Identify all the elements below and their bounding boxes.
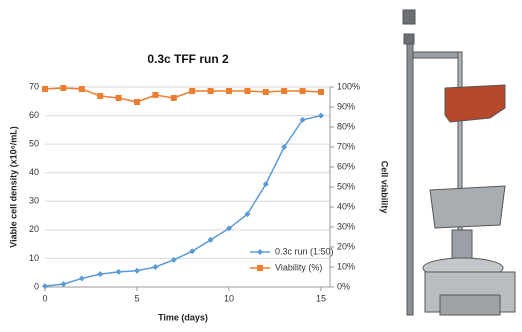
data-point [281, 88, 287, 94]
page: {"chart_data": {"type": "line", "title":… [0, 0, 522, 327]
y2-tick-label: 0% [337, 281, 350, 291]
legend-marker [257, 249, 263, 255]
y2-tick-label: 100% [337, 81, 360, 91]
data-point [318, 113, 324, 119]
data-point [42, 86, 48, 92]
data-point [116, 95, 122, 101]
data-point [97, 271, 103, 277]
legend-label: 0.3c run (1:50) [275, 246, 334, 256]
y-tick-label: 10 [29, 253, 39, 263]
series-line [45, 88, 321, 102]
x-axis-label: Time (days) [158, 312, 208, 322]
data-point [171, 95, 177, 101]
x-tick-label: 0 [42, 293, 47, 303]
y2-tick-label: 90% [337, 101, 355, 111]
data-point [134, 268, 140, 274]
y2-tick-label: 60% [337, 161, 355, 171]
data-point [116, 269, 122, 275]
y2-tick-label: 80% [337, 121, 355, 131]
data-point [244, 88, 250, 94]
y-tick-label: 70 [29, 81, 39, 91]
y-axis-label: Viable cell density (x10⁶/mL) [8, 126, 18, 248]
data-point [208, 88, 214, 94]
data-point [97, 93, 103, 99]
chart-title: 0.3c TFF run 2 [147, 52, 229, 66]
data-point [226, 88, 232, 94]
data-point [79, 86, 85, 92]
legend-marker [257, 265, 263, 271]
y-tick-label: 30 [29, 196, 39, 206]
data-point [171, 257, 177, 263]
y2-tick-label: 40% [337, 201, 355, 211]
y2-tick-label: 20% [337, 241, 355, 251]
data-point [152, 264, 158, 270]
x-tick-label: 5 [134, 293, 139, 303]
y2-axis-label: Cell viability [380, 161, 390, 214]
data-point [134, 99, 140, 105]
data-point [300, 88, 306, 94]
y-tick-label: 50 [29, 139, 39, 149]
data-point [263, 89, 269, 95]
y2-tick-label: 30% [337, 221, 355, 231]
y-tick-label: 0 [34, 281, 39, 291]
y2-tick-label: 70% [337, 141, 355, 151]
y-tick-label: 40 [29, 167, 39, 177]
data-point [42, 283, 48, 289]
y-tick-label: 60 [29, 110, 39, 120]
x-tick-label: 10 [224, 293, 234, 303]
data-point [79, 275, 85, 281]
legend-label: Viability (%) [275, 262, 322, 272]
y-tick-label: 20 [29, 224, 39, 234]
data-point [152, 92, 158, 98]
chart: 0.3c TFF run 2 Time (days) Viable cell d… [0, 0, 522, 327]
data-point [60, 85, 66, 91]
apparatus-drawing [403, 10, 515, 315]
data-point [189, 88, 195, 94]
data-point [60, 281, 66, 287]
y2-tick-label: 50% [337, 181, 355, 191]
y2-tick-label: 10% [337, 261, 355, 271]
x-tick-label: 15 [316, 293, 326, 303]
data-point [318, 89, 324, 95]
